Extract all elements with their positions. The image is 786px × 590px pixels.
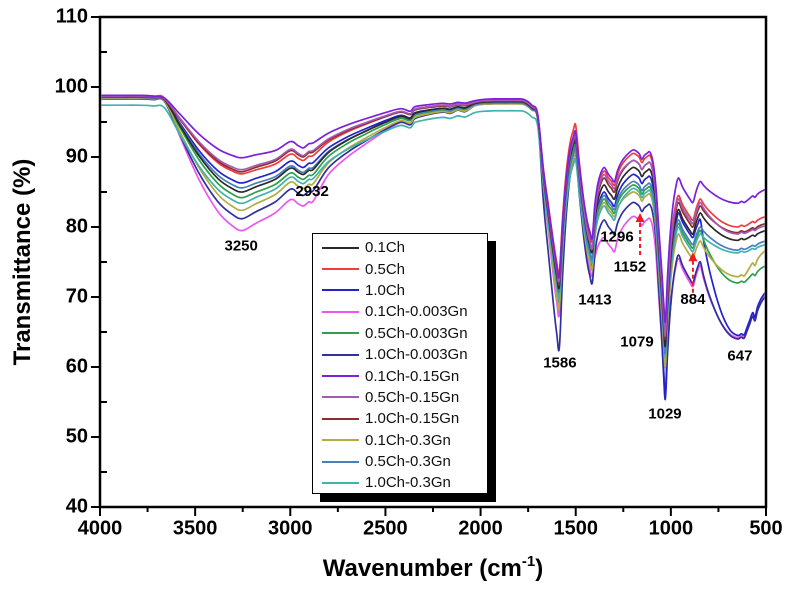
annotation-3250: 3250 <box>225 238 258 255</box>
legend-item-1.0Ch-0.15Gn: 1.0Ch-0.15Gn <box>313 408 487 429</box>
y-tick-label: 70 <box>66 285 88 307</box>
legend-label: 0.5Ch-0.003Gn <box>365 324 468 342</box>
legend-label: 0.5Ch-0.3Gn <box>365 453 451 471</box>
x-tick-label: 1500 <box>553 517 598 539</box>
spectra-curves <box>101 94 765 401</box>
x-tick-label: 4000 <box>78 517 123 539</box>
legend-item-0.5Ch-0.15Gn: 0.5Ch-0.15Gn <box>313 387 487 408</box>
legend-box: 0.1Ch 0.5Ch 1.0Ch 0.1Ch-0.003Gn 0.5Ch-0.003G… <box>312 233 488 494</box>
legend-label: 0.1Ch-0.15Gn <box>365 367 460 385</box>
y-tick-label: 40 <box>66 495 88 517</box>
legend-label: 0.1Ch-0.003Gn <box>365 303 468 321</box>
x-tick-label: 500 <box>749 517 782 539</box>
legend-item-1.0Ch-0.3Gn: 1.0Ch-0.3Gn <box>313 472 487 493</box>
legend-label: 1.0Ch-0.15Gn <box>365 410 460 428</box>
legend-line-swatch <box>322 460 359 463</box>
y-tick-label: 80 <box>66 215 88 237</box>
legend-item-0.1Ch-0.003Gn: 0.1Ch-0.003Gn <box>313 301 487 322</box>
legend-line-swatch <box>322 481 359 484</box>
legend-item-1.0Ch-0.003Gn: 1.0Ch-0.003Gn <box>313 344 487 365</box>
spectrum-1.0Ch-0.003Gn <box>101 97 765 401</box>
x-tick-label: 3500 <box>173 517 218 539</box>
y-tick-label: 100 <box>55 75 88 97</box>
legend-line-swatch <box>322 332 359 335</box>
legend-label: 0.1Ch <box>365 239 406 257</box>
red-arrow-head-1 <box>688 252 698 262</box>
annotation-1079: 1079 <box>620 333 653 350</box>
legend-item-0.1Ch-0.15Gn: 0.1Ch-0.15Gn <box>313 365 487 386</box>
legend-item-0.1Ch: 0.1Ch <box>313 237 487 258</box>
legend-label: 0.5Ch-0.15Gn <box>365 388 460 406</box>
x-axis-title: Wavenumber (cm-1) <box>323 553 544 582</box>
legend-label: 1.0Ch-0.003Gn <box>365 346 468 364</box>
x-tick-label: 1000 <box>649 517 694 539</box>
spectrum-0.1Ch-0.15Gn <box>101 94 765 323</box>
plot-frame <box>98 15 768 509</box>
y-tick-label: 90 <box>66 145 88 167</box>
legend-line-swatch <box>322 375 359 378</box>
annotation-1586: 1586 <box>543 354 576 371</box>
legend-label: 1.0Ch-0.3Gn <box>365 474 451 492</box>
legend-label: 0.5Ch <box>365 260 406 278</box>
legend-line-swatch <box>322 439 359 442</box>
legend-line-swatch <box>322 353 359 356</box>
x-tick-label: 3000 <box>268 517 313 539</box>
annotation-1029: 1029 <box>648 406 681 423</box>
legend-line-swatch <box>322 417 359 420</box>
axis-tick-labels: 4000 3500 3000 2500 2000 1500 1000 500 110 100 90 8… <box>55 5 783 539</box>
y-axis-title: Transmittance (%) <box>9 159 36 366</box>
legend-line-swatch <box>322 268 359 271</box>
legend-item-0.5Ch-0.003Gn: 0.5Ch-0.003Gn <box>313 323 487 344</box>
x-tick-label: 2500 <box>363 517 408 539</box>
annotation-1413: 1413 <box>578 291 611 308</box>
legend-line-swatch <box>322 310 359 313</box>
annotation-647: 647 <box>727 347 752 364</box>
annotation-1152: 1152 <box>614 259 647 276</box>
annotation-884: 884 <box>680 291 706 308</box>
y-tick-label: 60 <box>66 355 88 377</box>
legend-line-swatch <box>322 396 359 399</box>
legend-line-swatch <box>322 246 359 249</box>
annotation-2932: 2932 <box>295 183 328 200</box>
legend-line-swatch <box>322 289 359 292</box>
legend-item-0.5Ch-0.3Gn: 0.5Ch-0.3Gn <box>313 451 487 472</box>
legend-label: 0.1Ch-0.3Gn <box>365 431 451 449</box>
red-arrow-head-0 <box>635 213 645 222</box>
peak-annotations: 3250 2932 1586 1413 1296 1152 1079 1029 884 647 <box>225 183 753 423</box>
x-tick-label: 2000 <box>458 517 503 539</box>
legend-item-0.5Ch: 0.5Ch <box>313 258 487 279</box>
y-tick-label: 110 <box>56 5 88 27</box>
y-tick-label: 50 <box>66 425 88 447</box>
legend-item-1.0Ch: 1.0Ch <box>313 280 487 301</box>
legend-item-0.1Ch-0.3Gn: 0.1Ch-0.3Gn <box>313 430 487 451</box>
legend-label: 1.0Ch <box>365 281 406 299</box>
annotation-1296: 1296 <box>600 228 633 245</box>
